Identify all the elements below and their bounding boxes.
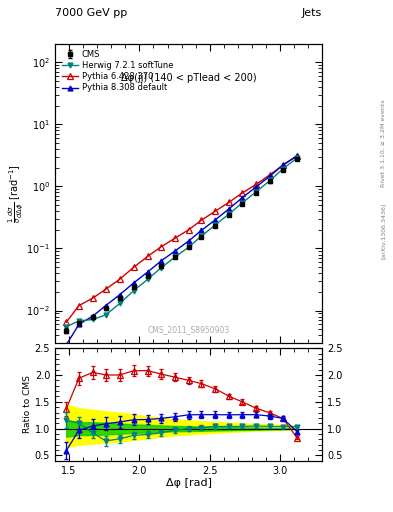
Line: Pythia 8.308 default: Pythia 8.308 default xyxy=(64,154,299,347)
Pythia 8.308 default xyxy=(199,227,204,233)
Herwig 7.2.1 softTune xyxy=(227,210,232,217)
Pythia 6.428 370 xyxy=(268,172,273,178)
Pythia 6.428 370 xyxy=(77,303,81,309)
Text: Δφ(jj) (140 < pTlead < 200): Δφ(jj) (140 < pTlead < 200) xyxy=(121,73,257,83)
Pythia 8.308 default xyxy=(213,217,218,223)
Herwig 7.2.1 softTune xyxy=(91,316,95,323)
Pythia 8.308 default xyxy=(172,248,177,254)
Pythia 8.308 default xyxy=(295,153,299,159)
Text: CMS_2011_S8950903: CMS_2011_S8950903 xyxy=(147,325,230,334)
Legend: CMS, Herwig 7.2.1 softTune, Pythia 6.428 370, Pythia 8.308 default: CMS, Herwig 7.2.1 softTune, Pythia 6.428… xyxy=(59,48,176,95)
Herwig 7.2.1 softTune xyxy=(172,254,177,261)
Text: Rivet 3.1.10, ≥ 3.2M events: Rivet 3.1.10, ≥ 3.2M events xyxy=(381,99,386,187)
Pythia 6.428 370 xyxy=(281,162,285,168)
Herwig 7.2.1 softTune xyxy=(103,312,108,318)
Pythia 8.308 default xyxy=(118,292,122,298)
Pythia 8.308 default xyxy=(91,313,95,319)
Herwig 7.2.1 softTune xyxy=(158,265,163,271)
Pythia 8.308 default xyxy=(103,303,108,309)
Herwig 7.2.1 softTune xyxy=(240,200,244,206)
Pythia 6.428 370 xyxy=(64,319,69,325)
Herwig 7.2.1 softTune xyxy=(145,276,150,282)
Pythia 6.428 370 xyxy=(103,286,108,292)
Pythia 8.308 default xyxy=(77,321,81,327)
Pythia 8.308 default xyxy=(158,258,163,264)
Herwig 7.2.1 softTune xyxy=(131,288,136,294)
Pythia 8.308 default xyxy=(131,280,136,286)
Herwig 7.2.1 softTune xyxy=(268,177,273,183)
Pythia 6.428 370 xyxy=(158,244,163,250)
Herwig 7.2.1 softTune xyxy=(64,324,69,330)
Line: Herwig 7.2.1 softTune: Herwig 7.2.1 softTune xyxy=(64,156,299,329)
Herwig 7.2.1 softTune xyxy=(295,155,299,161)
Y-axis label: $\frac{1}{\sigma}\frac{d\sigma}{d\Delta\phi}$ [rad$^{-1}$]: $\frac{1}{\sigma}\frac{d\sigma}{d\Delta\… xyxy=(6,164,25,223)
Pythia 8.308 default xyxy=(227,205,232,211)
Pythia 6.428 370 xyxy=(227,199,232,205)
Pythia 6.428 370 xyxy=(186,227,191,233)
Pythia 8.308 default xyxy=(186,238,191,244)
Pythia 6.428 370 xyxy=(240,190,244,196)
Herwig 7.2.1 softTune xyxy=(77,318,81,324)
Pythia 6.428 370 xyxy=(131,264,136,270)
Herwig 7.2.1 softTune xyxy=(186,244,191,250)
Pythia 6.428 370 xyxy=(199,217,204,223)
Pythia 8.308 default xyxy=(64,342,69,348)
Herwig 7.2.1 softTune xyxy=(281,166,285,172)
Y-axis label: Ratio to CMS: Ratio to CMS xyxy=(23,375,32,434)
Text: [arXiv:1306.3436]: [arXiv:1306.3436] xyxy=(381,202,386,259)
Pythia 6.428 370 xyxy=(254,181,259,187)
Line: Pythia 6.428 370: Pythia 6.428 370 xyxy=(63,153,300,326)
Pythia 6.428 370 xyxy=(118,276,122,282)
Pythia 6.428 370 xyxy=(213,208,218,214)
Herwig 7.2.1 softTune xyxy=(118,301,122,307)
Pythia 6.428 370 xyxy=(91,295,95,301)
Pythia 8.308 default xyxy=(254,184,259,190)
Pythia 6.428 370 xyxy=(172,236,177,242)
Pythia 8.308 default xyxy=(281,162,285,168)
Text: Jets: Jets xyxy=(302,8,322,18)
Herwig 7.2.1 softTune xyxy=(199,233,204,239)
Pythia 8.308 default xyxy=(268,173,273,179)
Pythia 6.428 370 xyxy=(295,153,299,159)
Herwig 7.2.1 softTune xyxy=(254,188,259,195)
Pythia 6.428 370 xyxy=(145,253,150,259)
X-axis label: Δφ [rad]: Δφ [rad] xyxy=(165,478,212,488)
Pythia 8.308 default xyxy=(240,195,244,201)
Herwig 7.2.1 softTune xyxy=(213,222,218,228)
Pythia 8.308 default xyxy=(145,269,150,275)
Text: 7000 GeV pp: 7000 GeV pp xyxy=(55,8,127,18)
